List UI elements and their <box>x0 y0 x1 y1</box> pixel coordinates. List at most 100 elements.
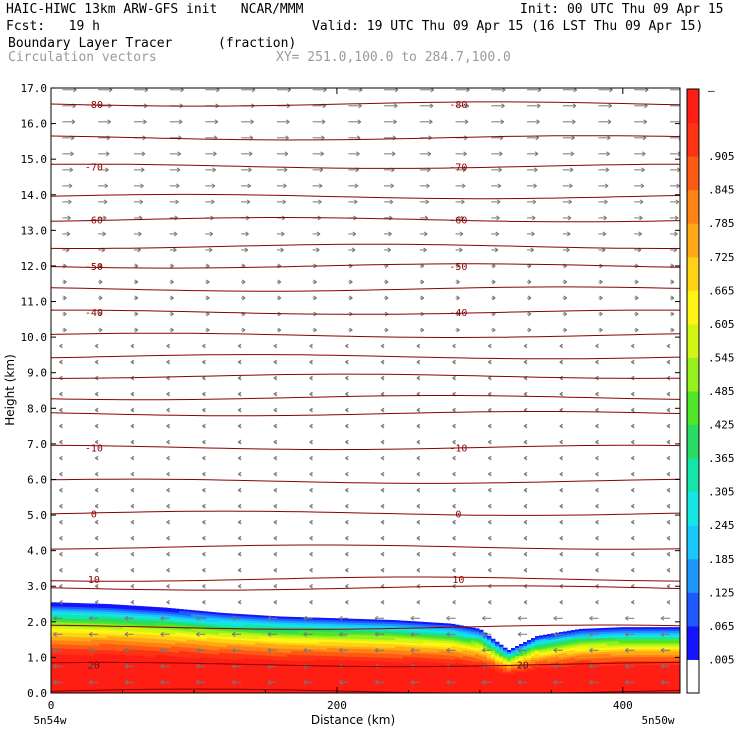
field-cell <box>403 664 408 668</box>
field-cell <box>475 686 480 689</box>
field-cell <box>151 636 156 640</box>
field-cell <box>63 630 68 634</box>
field-cell <box>283 680 288 684</box>
field-cell <box>375 655 380 659</box>
field-cell <box>551 647 556 650</box>
field-cell <box>179 631 184 634</box>
field-cell <box>107 646 112 649</box>
field-cell <box>355 648 360 652</box>
field-cell <box>323 619 328 623</box>
field-cell <box>247 670 252 674</box>
field-cell <box>139 614 144 617</box>
field-cell <box>467 650 472 654</box>
field-cell <box>363 645 368 648</box>
field-cell <box>395 674 400 677</box>
field-cell <box>391 688 396 691</box>
field-cell <box>191 614 196 617</box>
field-cell <box>427 678 432 681</box>
field-cell <box>223 665 228 668</box>
field-cell <box>527 656 532 659</box>
field-cell <box>487 651 492 655</box>
field-cell <box>527 642 532 645</box>
field-cell <box>499 672 504 676</box>
field-cell <box>279 668 284 672</box>
field-cell <box>303 635 308 638</box>
field-cell <box>63 608 68 612</box>
field-cell <box>471 655 476 659</box>
field-cell <box>379 663 384 667</box>
field-cell <box>439 678 444 682</box>
vectors-label: Circulation vectors <box>8 50 157 65</box>
field-cell <box>463 628 468 631</box>
field-cell <box>347 674 352 678</box>
field-cell <box>111 658 116 661</box>
field-cell <box>187 651 192 655</box>
field-cell <box>211 640 216 643</box>
field-cell <box>251 672 256 676</box>
field-cell <box>67 626 72 630</box>
field-cell <box>291 628 296 632</box>
field-cell <box>195 630 200 634</box>
field-cell <box>275 658 280 661</box>
field-cell <box>395 688 400 691</box>
field-cell <box>139 618 144 621</box>
field-cell <box>371 635 376 638</box>
field-cell <box>387 673 392 677</box>
field-cell <box>319 687 324 691</box>
field-cell <box>423 623 428 627</box>
field-cell <box>299 687 304 690</box>
field-cell <box>127 659 132 662</box>
field-cell <box>299 653 304 656</box>
field-cell <box>143 682 148 685</box>
field-cell <box>167 675 172 679</box>
field-cell <box>255 629 260 632</box>
field-cell <box>167 647 172 651</box>
field-cell <box>171 670 176 673</box>
field-cell <box>479 671 484 675</box>
field-cell <box>111 690 116 693</box>
field-cell <box>171 656 176 659</box>
field-cell <box>299 655 304 658</box>
field-cell <box>279 676 284 680</box>
field-cell <box>255 659 260 662</box>
field-cell <box>387 641 392 645</box>
field-cell <box>79 605 84 608</box>
field-cell <box>51 674 56 677</box>
field-cell <box>287 678 292 682</box>
field-cell <box>415 629 420 632</box>
field-cell <box>63 640 68 644</box>
field-cell <box>303 675 308 678</box>
field-cell <box>127 641 132 644</box>
field-cell <box>451 683 456 687</box>
field-cell <box>187 617 192 621</box>
field-cell <box>139 682 144 685</box>
field-cell <box>511 678 516 681</box>
field-cell <box>279 624 284 628</box>
field-cell <box>59 670 64 674</box>
field-cell <box>439 672 444 676</box>
field-cell <box>503 649 508 653</box>
field-cell <box>551 651 556 654</box>
field-cell <box>323 629 328 633</box>
field-cell <box>187 683 192 687</box>
field-cell <box>215 636 220 639</box>
field-cell <box>399 668 404 671</box>
field-cell <box>539 691 544 693</box>
field-cell <box>255 675 260 678</box>
field-cell <box>379 645 384 649</box>
field-cell <box>319 669 324 673</box>
field-cell <box>127 663 132 666</box>
field-cell <box>515 690 520 693</box>
field-cell <box>115 640 120 644</box>
field-cell <box>163 623 168 627</box>
field-cell <box>507 668 512 671</box>
field-cell <box>271 680 276 683</box>
field-cell <box>231 667 236 671</box>
field-cell <box>259 669 264 672</box>
field-cell <box>443 671 448 674</box>
field-cell <box>139 660 144 663</box>
field-cell <box>83 633 88 636</box>
field-cell <box>559 690 564 693</box>
field-cell <box>63 686 68 690</box>
field-cell <box>71 632 76 636</box>
